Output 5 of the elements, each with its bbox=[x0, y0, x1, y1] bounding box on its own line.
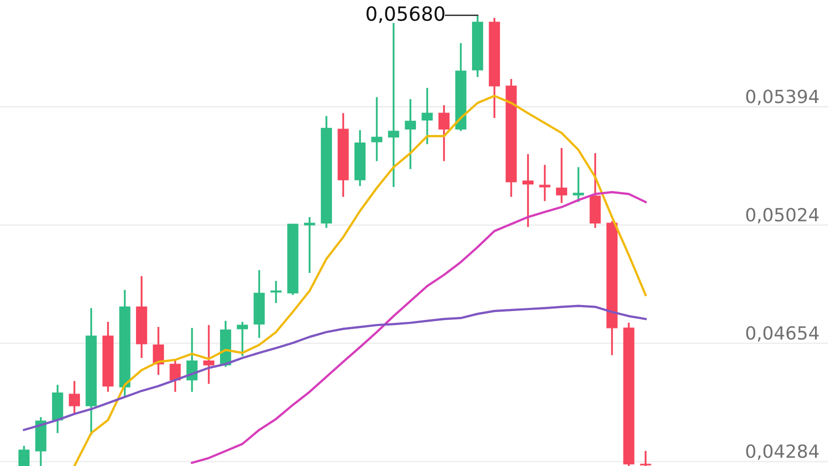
y-tick-label: 0,04654 bbox=[746, 326, 819, 342]
annotation: 0,05680 bbox=[366, 6, 444, 23]
y-tick-label: 0,05024 bbox=[746, 208, 819, 224]
y-tick-label: 0,05394 bbox=[746, 90, 819, 106]
y-tick-label: 0,04284 bbox=[746, 444, 819, 460]
